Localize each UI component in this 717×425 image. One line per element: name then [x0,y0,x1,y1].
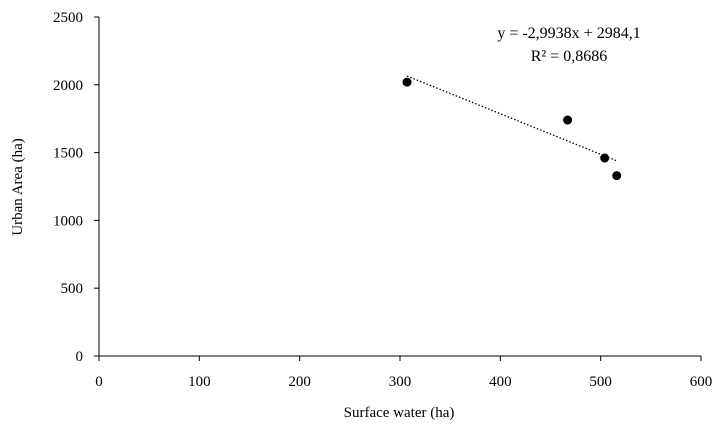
data-point [402,77,412,87]
data-point [612,171,622,181]
x-tick-label: 600 [690,374,713,390]
data-points [402,77,622,181]
y-tick-label: 2500 [53,10,83,26]
data-point [563,115,573,125]
trendline-equation: y = -2,9938x + 2984,1 [497,25,640,42]
axes: 0 100 200 300 400 500 600 0 500 1000 1500 2000 2500 [53,10,712,390]
y-tick-label: 500 [61,281,84,297]
data-point [600,153,610,163]
trendline-group [406,75,617,162]
y-tick-label: 0 [76,349,84,365]
y-tick-label: 1500 [53,146,83,162]
x-tick-label: 500 [589,374,612,390]
y-axis-label: Urban Area (ha) [10,138,26,235]
y-tick-label: 2000 [53,78,83,94]
x-tick-label: 300 [389,374,412,390]
y-tick-label: 1000 [53,213,83,229]
trendline [406,75,617,162]
x-tick-label: 100 [188,374,211,390]
trendline-r-squared: R² = 0,8686 [531,48,608,65]
x-tick-label: 200 [288,374,311,390]
text-labels: Surface water (ha) Urban Area (ha) y = -… [10,25,641,421]
x-tick-label: 400 [489,374,512,390]
x-axis-label: Surface water (ha) [344,405,455,421]
x-tick-label: 0 [95,374,103,390]
